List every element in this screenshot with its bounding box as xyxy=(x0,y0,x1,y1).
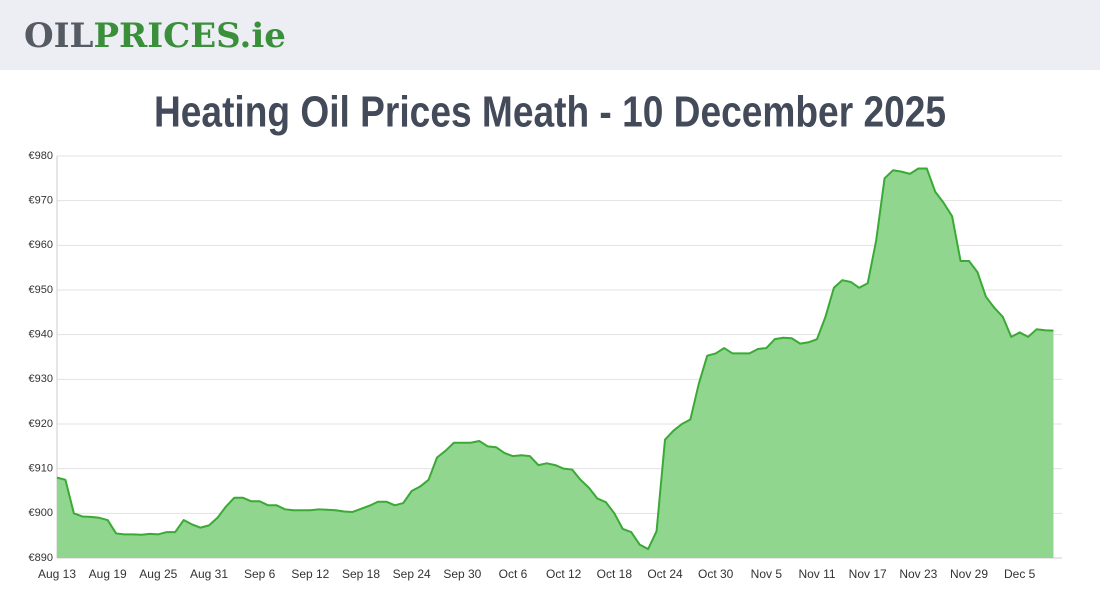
x-tick-label: Nov 17 xyxy=(849,567,887,581)
area-fill xyxy=(57,168,1054,559)
chart-title: Heating Oil Prices Meath - 10 December 2… xyxy=(154,88,946,137)
y-tick-label: €930 xyxy=(29,373,53,385)
y-tick-label: €910 xyxy=(29,463,53,475)
x-tick-label: Sep 24 xyxy=(393,567,431,581)
x-tick-label: Nov 23 xyxy=(899,567,937,581)
x-tick-label: Nov 5 xyxy=(751,567,783,581)
y-tick-label: €920 xyxy=(29,418,53,430)
x-tick-label: Nov 29 xyxy=(950,567,988,581)
x-tick-label: Sep 30 xyxy=(443,567,481,581)
x-tick-label: Sep 6 xyxy=(244,567,276,581)
x-tick-label: Aug 19 xyxy=(89,567,127,581)
y-tick-label: €890 xyxy=(29,552,53,564)
x-tick-label: Oct 18 xyxy=(597,567,633,581)
x-tick-label: Dec 5 xyxy=(1004,567,1036,581)
x-tick-label: Aug 25 xyxy=(139,567,177,581)
x-tick-label: Nov 11 xyxy=(798,567,835,581)
x-tick-label: Oct 6 xyxy=(499,567,528,581)
y-tick-label: €980 xyxy=(29,150,53,162)
x-tick-label: Oct 24 xyxy=(647,567,683,581)
x-tick-label: Sep 18 xyxy=(342,567,380,581)
x-tick-label: Sep 12 xyxy=(291,567,329,581)
logo[interactable]: OILPRICES.ie xyxy=(24,16,286,56)
x-tick-label: Aug 13 xyxy=(38,567,76,581)
x-tick-label: Oct 30 xyxy=(698,567,734,581)
header-bar xyxy=(0,0,1100,70)
x-tick-label: Aug 31 xyxy=(190,567,228,581)
y-tick-label: €950 xyxy=(29,284,53,296)
y-tick-label: €970 xyxy=(29,195,53,207)
y-tick-label: €960 xyxy=(29,239,53,251)
y-tick-label: €900 xyxy=(29,507,53,519)
y-tick-label: €940 xyxy=(29,329,53,341)
logo-part: OIL xyxy=(24,16,94,56)
logo-part: PRICES.ie xyxy=(93,16,285,56)
x-tick-label: Oct 12 xyxy=(546,567,582,581)
price-line xyxy=(56,167,1054,551)
